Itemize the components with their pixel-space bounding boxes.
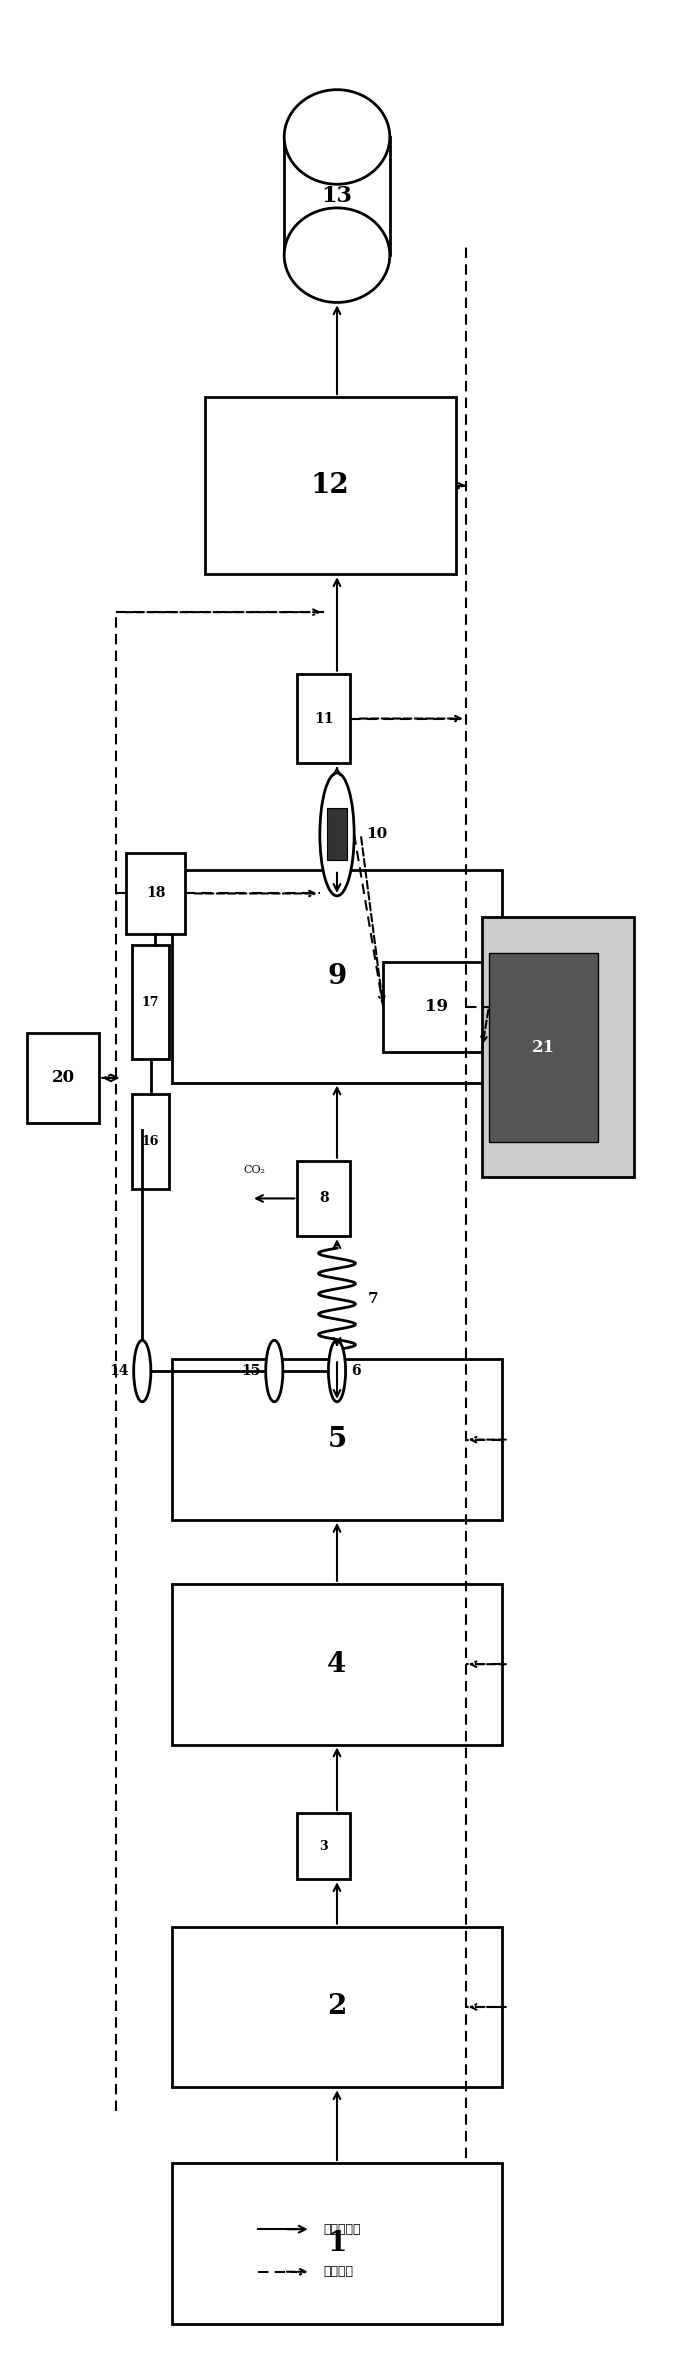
Bar [132, 1094, 168, 1189]
Ellipse shape [284, 90, 390, 183]
Bar [284, 138, 390, 254]
Text: 21: 21 [532, 1039, 555, 1056]
Circle shape [266, 1341, 283, 1401]
Text: 12: 12 [311, 473, 350, 499]
Bar [297, 1812, 350, 1879]
Bar [297, 1160, 350, 1237]
Text: 8: 8 [319, 1191, 329, 1206]
Bar [205, 397, 456, 575]
Bar [482, 918, 634, 1177]
Text: 通讯电路: 通讯电路 [324, 2266, 354, 2278]
Text: 1: 1 [328, 2231, 346, 2257]
Text: 9: 9 [328, 963, 346, 989]
Text: 4: 4 [328, 1650, 346, 1679]
Text: 液体流液路: 液体流液路 [324, 2223, 361, 2235]
Text: 16: 16 [142, 1134, 159, 1149]
Bar [27, 1032, 99, 1122]
Text: 19: 19 [425, 999, 448, 1015]
Circle shape [320, 773, 354, 897]
Text: 17: 17 [142, 996, 159, 1008]
Text: 6: 6 [352, 1365, 361, 1377]
Text: 14: 14 [110, 1365, 129, 1377]
Text: 7: 7 [367, 1291, 378, 1306]
Text: 18: 18 [146, 887, 165, 901]
Bar [172, 2164, 502, 2323]
Text: 5: 5 [328, 1427, 346, 1453]
Bar [172, 1360, 502, 1520]
Ellipse shape [284, 207, 390, 302]
Bar [297, 673, 350, 763]
Circle shape [133, 1341, 151, 1401]
Bar [489, 954, 598, 1141]
Text: 3: 3 [319, 1841, 328, 1852]
Circle shape [328, 1341, 346, 1401]
Text: CO₂: CO₂ [243, 1165, 266, 1175]
Text: 20: 20 [51, 1070, 75, 1087]
Text: 13: 13 [321, 185, 353, 207]
Bar [132, 946, 168, 1058]
Text: 11: 11 [314, 711, 334, 725]
Bar [172, 1584, 502, 1745]
Text: 10: 10 [366, 828, 388, 842]
Bar [384, 963, 489, 1051]
Text: 2: 2 [328, 1993, 346, 2021]
Text: 15: 15 [242, 1365, 261, 1377]
Bar [327, 809, 347, 861]
Bar [172, 870, 502, 1082]
Bar [172, 1926, 502, 2088]
Bar [126, 854, 185, 935]
Text: 21: 21 [532, 1039, 555, 1056]
